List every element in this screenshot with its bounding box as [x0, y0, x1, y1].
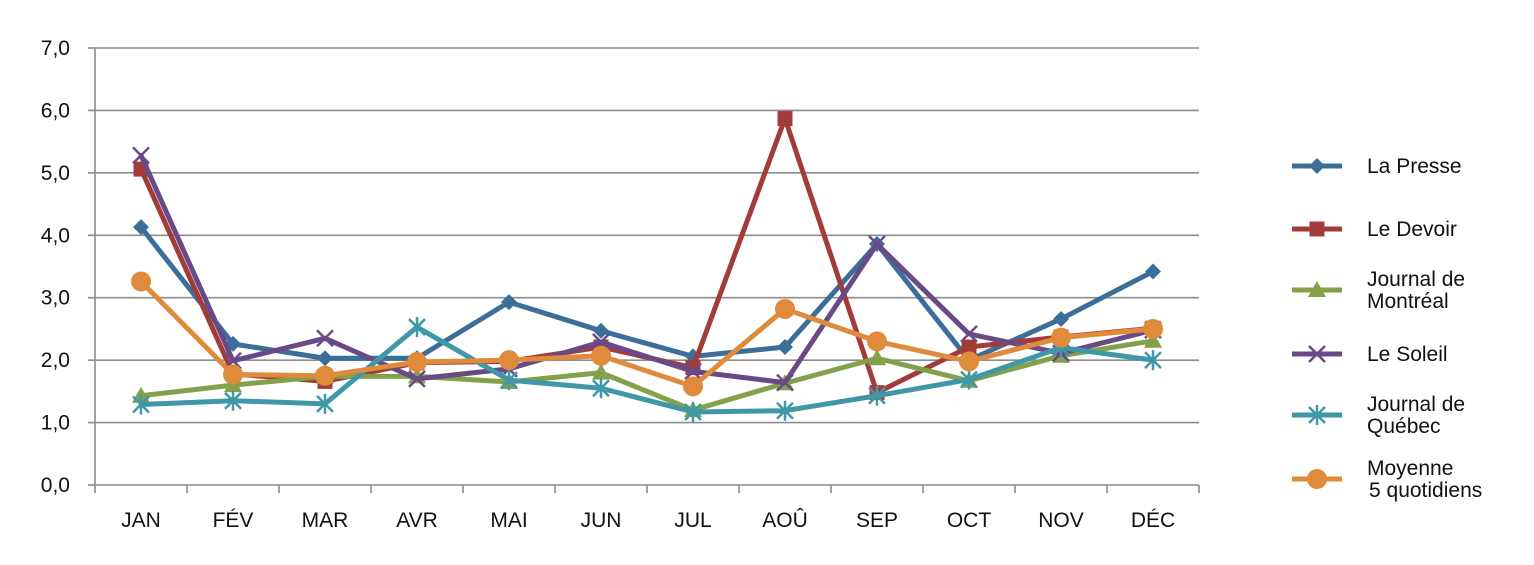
data-point	[777, 339, 793, 356]
data-point	[132, 146, 150, 165]
data-point	[592, 378, 610, 399]
data-point	[501, 294, 517, 311]
data-point	[776, 373, 794, 392]
data-point	[1053, 310, 1069, 327]
legend-item: Journal de Québec	[1292, 393, 1465, 438]
legend: La Presse Le Devoir Journal de Montréal Le S…	[1292, 155, 1482, 502]
data-point	[868, 385, 886, 406]
y-tick-label: 4,0	[41, 224, 70, 247]
series-moyenne-5-quotidiens	[131, 271, 1163, 397]
data-point	[683, 376, 703, 397]
data-point	[684, 401, 702, 422]
data-point	[316, 393, 334, 414]
data-point	[868, 349, 886, 366]
x-tick-label: AOÛ	[762, 509, 808, 532]
legend-marker	[1308, 345, 1326, 363]
legend-item: Moyenne 5 quotidiens	[1292, 457, 1482, 502]
legend-label: La Presse	[1367, 155, 1462, 178]
y-tick-label: 7,0	[41, 37, 70, 60]
x-tick-label: DÉC	[1131, 509, 1175, 532]
data-point	[593, 322, 609, 339]
legend-item: Le Soleil	[1292, 343, 1448, 366]
x-tick-label: JAN	[121, 509, 161, 532]
x-tick-label: JUN	[581, 509, 622, 532]
data-point	[959, 351, 979, 372]
legend-marker	[1309, 158, 1325, 174]
x-tick-label: FÉV	[213, 509, 254, 532]
data-point	[592, 363, 610, 380]
data-point	[224, 390, 242, 411]
data-point	[1051, 327, 1071, 348]
data-point	[868, 235, 886, 253]
data-point	[776, 400, 794, 421]
legend-item: Le Devoir	[1292, 218, 1457, 241]
legend-item: Journal de Montréal	[1292, 268, 1465, 313]
data-point	[1143, 318, 1163, 339]
y-tick-label: 3,0	[41, 287, 70, 310]
x-tick-label: SEP	[856, 509, 898, 532]
x-tick-label: JUL	[674, 509, 711, 532]
data-point	[1145, 263, 1161, 280]
series-group	[131, 111, 1163, 422]
legend-label: Journal de Québec	[1367, 393, 1465, 438]
data-point	[133, 219, 149, 236]
data-point	[684, 362, 702, 381]
y-tick-label: 1,0	[41, 412, 70, 435]
y-tick-label: 2,0	[41, 349, 70, 372]
series-line	[138, 324, 1156, 415]
data-point	[317, 350, 333, 367]
grid	[88, 47, 1200, 493]
x-tick-label: OCT	[947, 509, 992, 532]
legend-label: Journal de Montréal	[1367, 268, 1465, 313]
data-point	[960, 369, 978, 390]
data-point	[1144, 350, 1162, 371]
y-tick-label: 5,0	[41, 162, 70, 185]
data-point	[132, 394, 150, 415]
legend-item: La Presse	[1292, 155, 1462, 178]
data-point	[315, 365, 335, 386]
series-line	[138, 224, 1156, 363]
x-tick-label: NOV	[1038, 509, 1084, 532]
data-point	[591, 345, 611, 366]
x-tick-label: AVR	[396, 509, 438, 532]
legend-marker	[1309, 221, 1325, 237]
legend-label: Moyenne 5 quotidiens	[1367, 457, 1482, 502]
data-point	[960, 325, 978, 343]
y-tick-label: 0,0	[41, 474, 70, 497]
y-tick-label: 6,0	[41, 99, 70, 122]
x-tick-label: MAI	[490, 509, 527, 532]
data-point	[499, 350, 519, 371]
data-point	[867, 331, 887, 352]
data-point	[500, 370, 518, 391]
legend-marker	[1308, 281, 1326, 297]
x-tick-label: MAR	[302, 509, 349, 532]
y-axis: 0,0 1,0 2,0 3,0 4,0 5,0 6,0 7,0	[41, 37, 70, 497]
data-point	[408, 317, 426, 338]
data-point	[1144, 331, 1162, 348]
legend-marker	[1308, 405, 1326, 425]
legend-marker	[1307, 469, 1327, 489]
legend-label: Le Soleil	[1367, 343, 1448, 366]
data-point	[316, 329, 334, 348]
series-line	[138, 152, 1156, 386]
x-axis: JAN FÉV MAR AVR MAI JUN JUL AOÛ SEP OCT NOV DÉC	[121, 509, 1175, 532]
data-point	[777, 111, 793, 127]
data-point	[407, 352, 427, 373]
data-point	[131, 271, 151, 292]
legend-label: Le Devoir	[1367, 218, 1457, 241]
data-point	[408, 369, 426, 388]
series-line	[138, 278, 1156, 389]
data-point	[961, 339, 977, 355]
data-point	[223, 364, 243, 385]
data-point	[775, 298, 795, 319]
